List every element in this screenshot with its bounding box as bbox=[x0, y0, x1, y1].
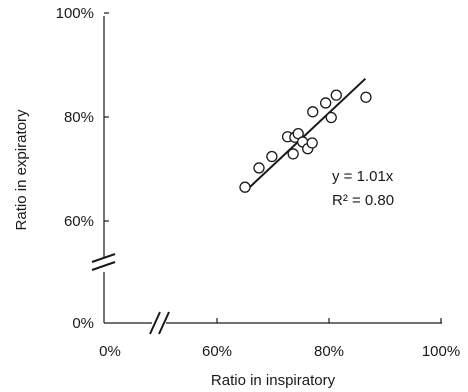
y-break-mark-1 bbox=[91, 253, 116, 263]
trendline bbox=[244, 77, 367, 193]
y-tick-label: 0% bbox=[72, 315, 94, 332]
x-tick-label: 80% bbox=[314, 343, 344, 360]
data-point bbox=[330, 89, 342, 101]
data-point bbox=[325, 111, 337, 124]
x-axis-title: Ratio in inspiratory bbox=[211, 372, 336, 389]
data-point bbox=[360, 91, 372, 103]
data-point bbox=[287, 148, 299, 160]
x-break-mark-1 bbox=[149, 311, 161, 335]
annotation-equation: y = 1.01x bbox=[332, 168, 394, 185]
x-break-mark-2 bbox=[158, 311, 170, 335]
y-tick-label: 100% bbox=[56, 5, 94, 22]
data-point bbox=[306, 137, 318, 149]
data-point bbox=[319, 97, 332, 109]
ticks: 0% 60% 80% 100% 0% 60% 80% 100% bbox=[56, 5, 461, 360]
data-points bbox=[239, 89, 372, 193]
y-break-mark-2 bbox=[91, 261, 116, 271]
x-tick-label: 100% bbox=[422, 343, 460, 360]
data-point bbox=[253, 162, 265, 174]
trendline-group bbox=[244, 77, 367, 193]
data-point bbox=[307, 106, 319, 118]
axes bbox=[91, 16, 442, 335]
y-tick-label: 80% bbox=[64, 109, 94, 126]
x-tick-label: 0% bbox=[99, 343, 121, 360]
data-point bbox=[266, 150, 278, 163]
annotation-r-squared: R² = 0.80 bbox=[332, 192, 394, 209]
data-point bbox=[239, 181, 251, 193]
y-axis-title: Ratio in expiratory bbox=[13, 109, 30, 230]
x-tick-label: 60% bbox=[202, 343, 232, 360]
y-tick-label: 60% bbox=[64, 213, 94, 230]
